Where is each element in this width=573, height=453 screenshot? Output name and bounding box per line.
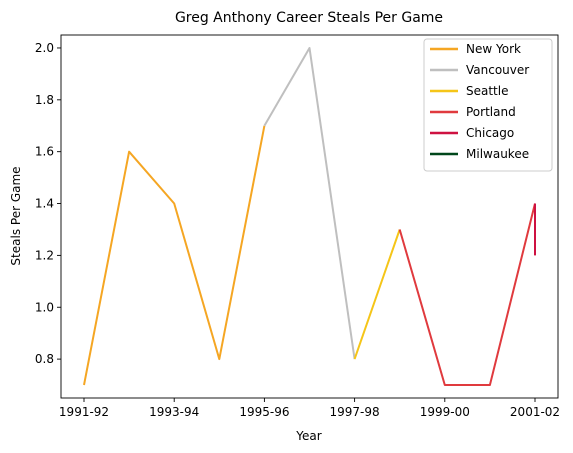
y-tick-label: 1.8: [35, 93, 54, 107]
plot-frame: [60, 34, 559, 399]
y-tick-label: 1.0: [35, 300, 54, 314]
x-axis: 1991-92 1993-94 1995-96 1997-98 1999-00 2001-…: [59, 398, 560, 419]
x-tick-label: 1991-92: [59, 405, 109, 419]
series-line-portland: [398, 203, 536, 386]
x-tick-label: 2001-02: [510, 405, 560, 419]
legend-label: Milwaukee: [466, 147, 529, 161]
x-tick-label: 1993-94: [149, 405, 199, 419]
legend: New York Vancouver Seattle Portland Chicago M…: [423, 38, 553, 172]
series-line-vancouver: [263, 47, 356, 360]
series-layer: [83, 47, 536, 386]
legend-label: Portland: [466, 105, 516, 119]
y-axis-label: Steals Per Game: [9, 166, 23, 265]
legend-label: Seattle: [466, 84, 508, 98]
x-tick-label: 1995-96: [239, 405, 289, 419]
y-tick-label: 2.0: [35, 41, 54, 55]
series-line-seattle: [353, 229, 401, 360]
y-tick-label: 1.4: [35, 197, 54, 211]
x-axis-label: Year: [295, 429, 321, 443]
legend-label: Vancouver: [466, 63, 529, 77]
y-tick-label: 1.6: [35, 145, 54, 159]
x-tick-label: 1999-00: [420, 405, 470, 419]
legend-box: [423, 38, 553, 172]
y-tick-label: 1.2: [35, 248, 54, 262]
chart-title: Greg Anthony Career Steals Per Game: [175, 10, 443, 26]
series-line-new-york: [83, 125, 266, 386]
legend-label: Chicago: [466, 126, 514, 140]
y-tick-label: 0.8: [35, 352, 54, 366]
y-axis: 0.8 1.0 1.2 1.4 1.6 1.8 2.0: [35, 41, 61, 366]
x-tick-label: 1997-98: [330, 405, 380, 419]
legend-label: New York: [466, 42, 521, 56]
